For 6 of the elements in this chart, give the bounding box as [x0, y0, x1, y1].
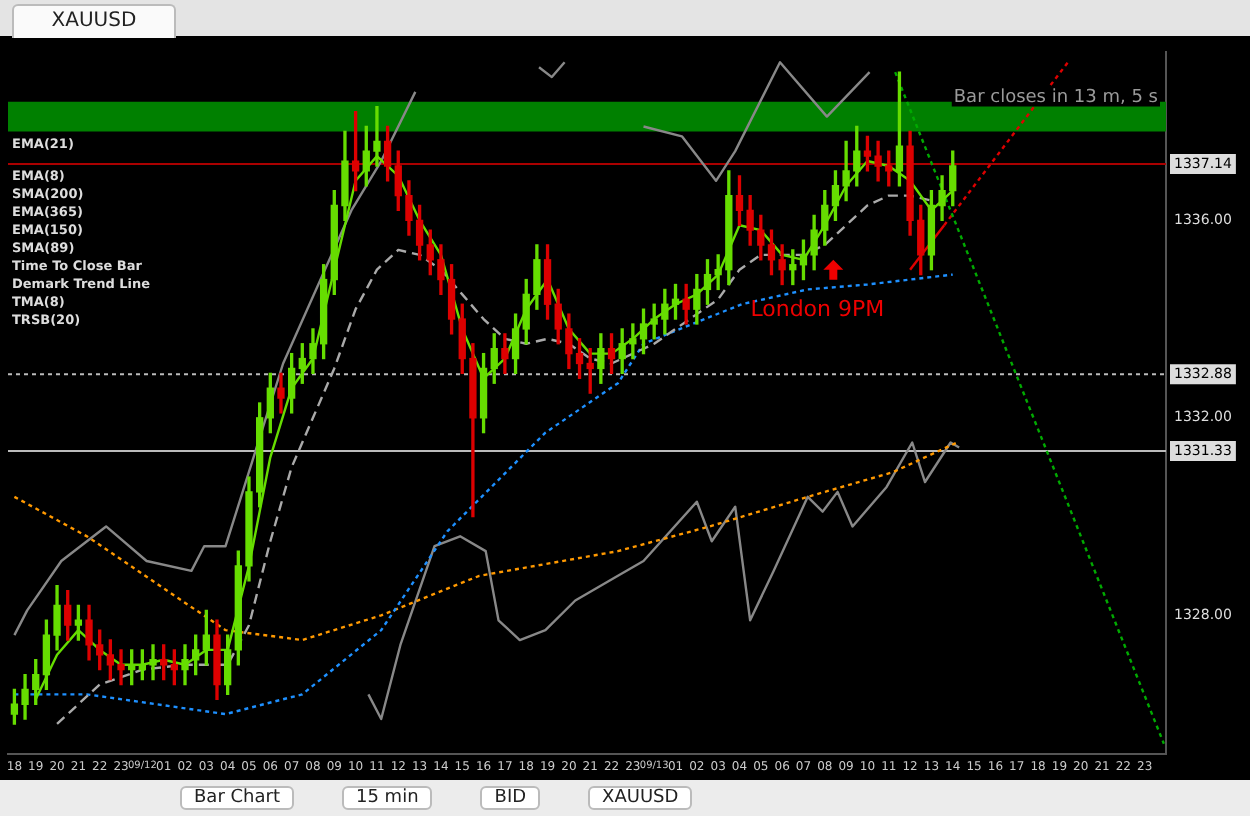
text: 15 min [341, 786, 433, 810]
annotation: Bar closes in 13 m, 5 s [953, 88, 1159, 109]
annotation: London 9PM [750, 296, 885, 323]
text: XAUUSD [588, 786, 693, 810]
text: BID [480, 786, 541, 810]
text: Bar Chart [180, 786, 294, 810]
